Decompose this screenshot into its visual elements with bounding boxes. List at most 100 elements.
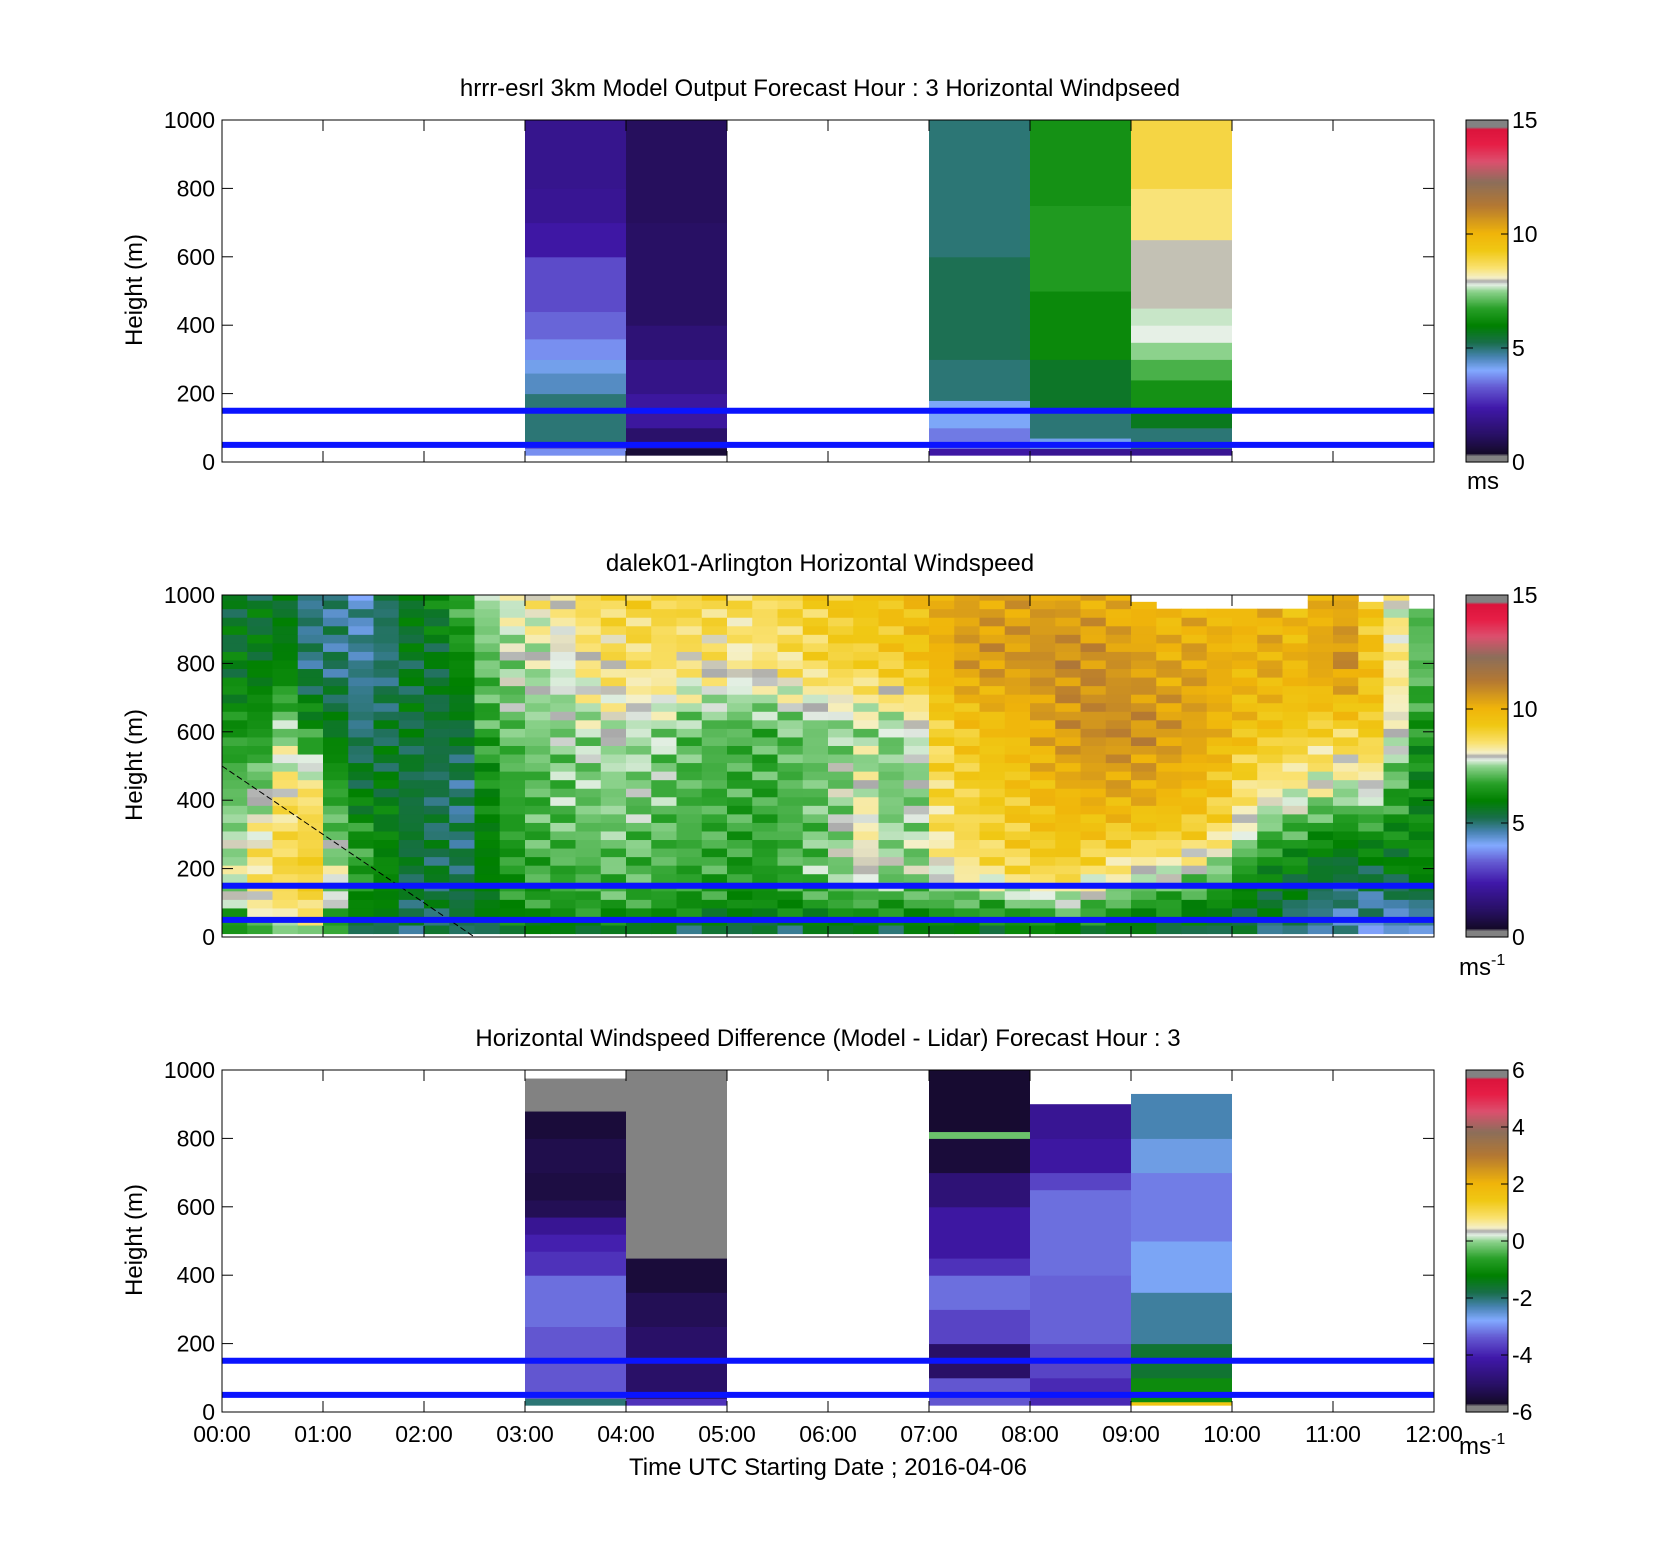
heatmap-cell	[247, 830, 273, 841]
heatmap-cell	[651, 595, 677, 601]
heatmap-cell	[1055, 805, 1081, 815]
heatmap-cell	[247, 728, 273, 738]
heatmap-cell	[272, 728, 299, 738]
heatmap-cell	[828, 668, 854, 678]
colorbar-segment	[1466, 382, 1508, 385]
heatmap-cell	[727, 625, 753, 635]
heatmap-cell	[828, 848, 854, 858]
heatmap-cell	[272, 830, 299, 841]
heatmap-cell	[676, 711, 703, 721]
heatmap-cell	[348, 659, 374, 670]
heatmap-cell	[1105, 788, 1132, 798]
heatmap-cell	[752, 779, 778, 789]
heatmap-cell	[1004, 771, 1031, 781]
heatmap-cell	[1131, 239, 1232, 309]
colorbar-segment	[1466, 663, 1508, 666]
colorbar-segment	[1466, 276, 1508, 279]
heatmap-cell	[651, 659, 677, 670]
heatmap-cell	[449, 745, 475, 755]
heatmap-cell	[929, 1206, 1030, 1259]
heatmap-cell	[575, 805, 602, 815]
colorbar-segment	[1466, 897, 1508, 900]
colorbar-segment	[1466, 1392, 1508, 1395]
colorbar-segment	[1466, 239, 1508, 242]
colorbar-segment	[1466, 1382, 1508, 1385]
heatmap-cell	[1307, 702, 1334, 712]
colorbar-segment	[1466, 1185, 1508, 1188]
heatmap-cell	[449, 625, 475, 635]
heatmap-cell	[424, 848, 450, 858]
heatmap-cell	[1156, 608, 1182, 618]
heatmap-cell	[398, 762, 425, 772]
heatmap-cell	[1206, 925, 1233, 935]
colorbar-segment	[1466, 1176, 1508, 1179]
colorbar-segment	[1466, 764, 1508, 767]
colorbar-segment	[1466, 1152, 1508, 1155]
heatmap-cell	[802, 856, 829, 866]
heatmap-cell	[449, 805, 475, 815]
heatmap-cell	[1257, 617, 1283, 627]
colorbar-segment	[1466, 640, 1508, 643]
colorbar-segment	[1466, 597, 1508, 600]
heatmap-cell	[1206, 659, 1233, 670]
heatmap-cell	[903, 805, 930, 815]
heatmap-cell	[929, 625, 955, 635]
heatmap-cell	[1257, 728, 1283, 738]
heatmap-cell	[525, 745, 551, 755]
heatmap-cell	[499, 745, 526, 755]
colorbar-tick-label: 10	[1512, 696, 1538, 722]
heatmap-cell	[626, 779, 652, 789]
heatmap-cell	[449, 839, 475, 849]
heatmap-cell	[247, 754, 273, 764]
heatmap-cell	[979, 595, 1006, 601]
heatmap-cell	[525, 393, 626, 442]
heatmap-cell	[247, 694, 273, 704]
colorbar-segment	[1466, 424, 1508, 427]
heatmap-cell	[701, 617, 728, 627]
heatmap-cell	[802, 788, 829, 798]
heatmap-cell	[424, 754, 450, 764]
y-tick-label: 400	[177, 787, 215, 813]
heatmap-cell	[272, 813, 299, 823]
heatmap-cell	[499, 685, 526, 695]
colorbar-segment	[1466, 278, 1508, 281]
heatmap-cell	[1030, 677, 1056, 687]
colorbar-segment	[1466, 887, 1508, 890]
heatmap-cell	[1358, 711, 1384, 721]
heatmap-cell	[373, 745, 400, 755]
colorbar-segment	[1466, 689, 1508, 692]
colorbar-segment	[1466, 674, 1508, 677]
heatmap-cell	[954, 694, 980, 704]
heatmap-cell	[499, 625, 526, 635]
heatmap-cell	[398, 805, 425, 815]
heatmap-cell	[777, 771, 804, 781]
heatmap-cell	[777, 865, 804, 875]
colorbar-segment	[1466, 902, 1508, 905]
heatmap-cell	[929, 1309, 1030, 1345]
heatmap-cell	[1408, 779, 1434, 789]
colorbar-segment	[1466, 609, 1508, 612]
heatmap-cell	[474, 659, 501, 670]
colorbar-segment	[1466, 882, 1508, 885]
heatmap-cell	[676, 608, 703, 618]
heatmap-cell	[348, 839, 374, 849]
colorbar-segment	[1466, 134, 1508, 137]
heatmap-cell	[828, 805, 854, 815]
heatmap-cell	[1080, 899, 1107, 909]
heatmap-cell	[1055, 754, 1081, 764]
colorbar-segment	[1466, 861, 1508, 864]
heatmap-cell	[474, 848, 501, 858]
heatmap-cell	[373, 907, 400, 917]
colorbar-segment	[1466, 1117, 1508, 1120]
heatmap-cell	[1232, 728, 1258, 738]
colorbar-segment	[1466, 1082, 1508, 1085]
colorbar-segment	[1466, 456, 1508, 459]
colorbar-segment	[1466, 1219, 1508, 1222]
heatmap-cell	[676, 762, 703, 772]
heatmap-cell	[525, 890, 551, 900]
heatmap-cell	[1206, 788, 1233, 798]
heatmap-cell	[499, 830, 526, 841]
heatmap-cell	[954, 736, 980, 746]
colorbar-segment	[1466, 673, 1508, 676]
heatmap-cell	[777, 779, 804, 789]
